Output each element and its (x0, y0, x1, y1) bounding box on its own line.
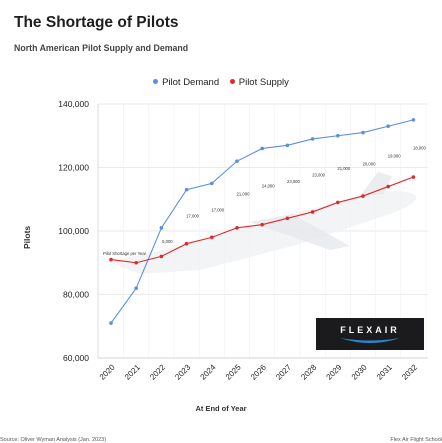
x-tick-label: 2020 (98, 362, 117, 381)
shortage-data-label: 23,000 (287, 179, 300, 184)
supply-point (386, 184, 391, 189)
demand-point (134, 286, 138, 290)
y-tick-label: 60,000 (63, 353, 89, 363)
x-tick-label: 2032 (400, 362, 419, 381)
shortage-data-label: 20,000 (363, 161, 376, 166)
supply-point (310, 210, 315, 214)
demand-point (386, 124, 391, 129)
shortage-data-label: 5,000 (162, 239, 173, 244)
x-tick-label: 2027 (274, 362, 293, 381)
shortage-data-label: 24,000 (262, 184, 275, 189)
chart-legend: Pilot Demand Pilot Supply (0, 77, 442, 88)
y-tick-label: 120,000 (58, 163, 89, 173)
supply-point (285, 216, 290, 221)
supply-point (134, 260, 138, 265)
supply-point (411, 175, 416, 179)
x-tick-label: 2028 (299, 362, 318, 381)
demand-point (411, 118, 416, 122)
shortage-data-label: 19,000 (388, 153, 401, 158)
demand-point (310, 137, 315, 141)
x-tick-label: 2022 (148, 362, 167, 381)
supply-point (184, 241, 189, 246)
demand-point (361, 130, 365, 135)
x-tick-label: 2030 (350, 362, 369, 381)
shortage-data-label: 21,000 (337, 166, 350, 171)
demand-point (184, 187, 189, 192)
supply-point (210, 235, 214, 240)
demand-point (210, 181, 214, 186)
supply-point (361, 194, 365, 198)
legend-item-demand: Pilot Demand (153, 77, 219, 88)
supply-point (336, 200, 340, 205)
flexair-logo (316, 318, 424, 350)
x-tick-label: 2031 (375, 362, 394, 381)
shortage-data-label: 23,000 (312, 172, 325, 177)
demand-point (260, 146, 265, 151)
airplane-tail-illustration (360, 172, 392, 196)
legend-demand-label: Pilot Demand (162, 77, 220, 88)
x-tick-label: 2025 (224, 362, 243, 381)
legend-supply-label: Pilot Supply (238, 77, 289, 88)
demand-point (235, 159, 239, 163)
x-tick-label: 2021 (123, 362, 142, 381)
source-note: Source: Oliver Wyman Analysis (Jan. 2023… (0, 437, 107, 443)
x-axis-label: At End of Year (195, 404, 247, 413)
shortage-annotation: Pilot Shortage per Year (103, 251, 147, 256)
shortage-data-label: 17,000 (186, 214, 199, 219)
legend-supply-marker (229, 78, 235, 84)
chart-title: The Shortage of Pilots (14, 14, 179, 31)
shortage-data-label: 21,000 (237, 191, 250, 196)
shortage-data-label: 17,000 (211, 207, 224, 212)
flexair-logo-text: FLEXAIR (340, 325, 400, 335)
supply-point (235, 226, 239, 230)
legend-item-supply: Pilot Supply (229, 77, 289, 88)
flexair-logo-swoosh (340, 338, 400, 343)
supply-point (159, 254, 164, 259)
supply-point (109, 257, 113, 262)
demand-point (159, 226, 164, 230)
chart-subtitle: North American Pilot Supply and Demand (14, 43, 189, 53)
demand-point (109, 321, 113, 325)
legend-demand-marker (153, 78, 159, 84)
credit-note: Flex Air Flight School (390, 437, 442, 443)
x-tick-label: 2024 (199, 362, 218, 381)
y-tick-label: 140,000 (58, 99, 89, 109)
supply-point (260, 222, 265, 227)
airplane-illustration (108, 191, 417, 274)
y-tick-label: 100,000 (58, 226, 89, 236)
x-tick-label: 2026 (249, 362, 268, 381)
y-tick-label: 80,000 (63, 290, 89, 300)
x-tick-label: 2029 (325, 362, 344, 381)
demand-point (285, 143, 290, 148)
demand-point (336, 133, 340, 138)
shortage-data-label: 18,000 (413, 145, 426, 150)
x-tick-label: 2023 (173, 362, 192, 381)
airplane-wing-illustration (250, 214, 350, 250)
